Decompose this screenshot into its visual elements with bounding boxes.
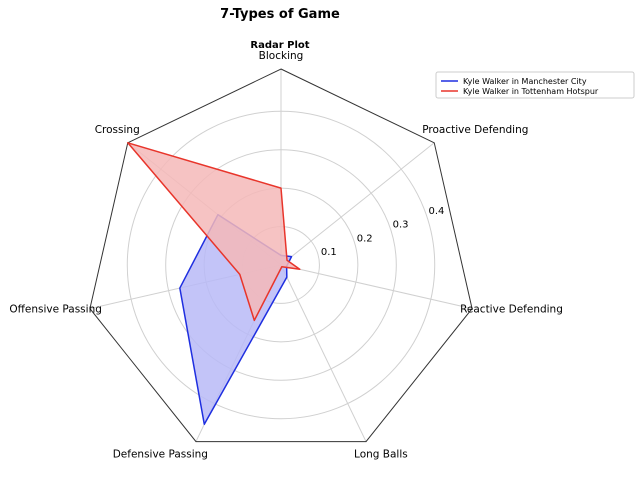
axis-label: Offensive Passing xyxy=(9,304,102,316)
grid-spoke xyxy=(280,264,367,442)
grid-spoke xyxy=(280,264,473,310)
axis-label: Proactive Defending xyxy=(422,124,528,136)
chart-title: 7-Types of Game xyxy=(220,7,340,22)
radial-tick-label: 0.2 xyxy=(357,233,373,244)
radial-tick-label: 0.3 xyxy=(393,220,409,231)
axis-label: Reactive Defending xyxy=(460,304,563,316)
grid-spoke xyxy=(280,142,435,266)
legend-entry: Kyle Walker in Tottenham Hotspur xyxy=(463,87,599,96)
legend-box xyxy=(435,71,635,99)
axis-label: Defensive Passing xyxy=(113,449,208,461)
radial-tick-label: 0.1 xyxy=(321,247,337,258)
legend-entry: Kyle Walker in Manchester City xyxy=(463,77,587,86)
radar-series xyxy=(127,142,301,426)
axis-label: Crossing xyxy=(95,124,140,136)
radial-tick-label: 0.4 xyxy=(429,206,445,217)
radial-tick-labels: 0.1 0.2 0.3 0.4 xyxy=(321,206,445,258)
axis-label: Long Balls xyxy=(354,449,408,461)
chart-subtitle: Radar Plot xyxy=(250,40,309,51)
axis-label: Blocking xyxy=(259,50,304,62)
series-polygon-2 xyxy=(127,142,301,322)
radar-frame xyxy=(89,68,473,443)
axis-labels: Blocking Proactive Defending Reactive Defe… xyxy=(9,50,562,461)
